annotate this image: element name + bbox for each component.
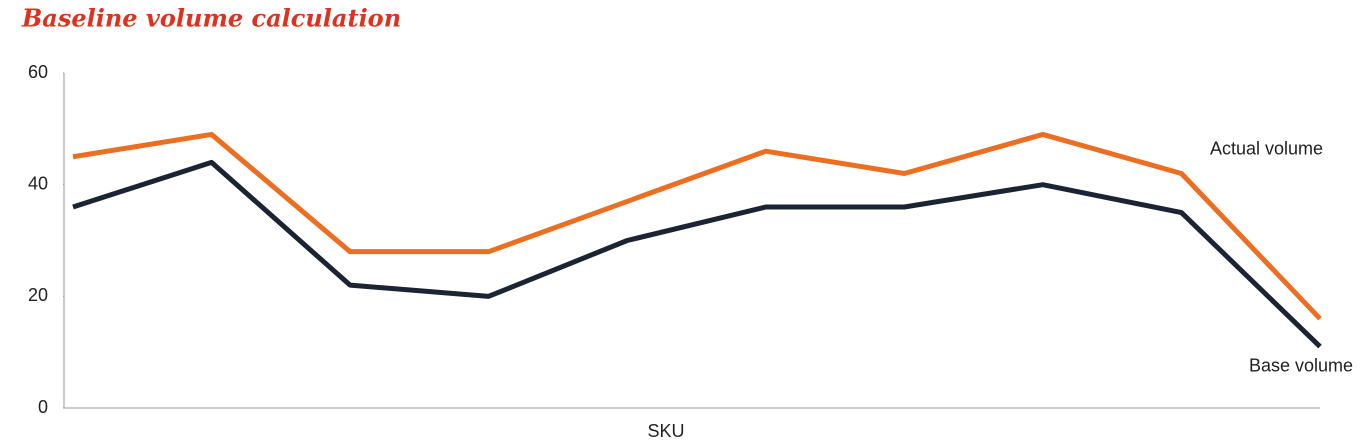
x-axis-label: SKU bbox=[647, 421, 684, 441]
y-tick-label: 60 bbox=[28, 62, 48, 82]
series-line bbox=[72, 159, 1322, 349]
y-tick-label: 0 bbox=[38, 397, 48, 417]
y-tick-label: 20 bbox=[28, 285, 48, 305]
series-label: Actual volume bbox=[1210, 138, 1323, 158]
y-tick-label: 40 bbox=[28, 173, 48, 193]
chart-title: Baseline volume calculation bbox=[21, 4, 401, 33]
series-label: Base volume bbox=[1249, 355, 1353, 375]
series-line bbox=[72, 131, 1322, 321]
